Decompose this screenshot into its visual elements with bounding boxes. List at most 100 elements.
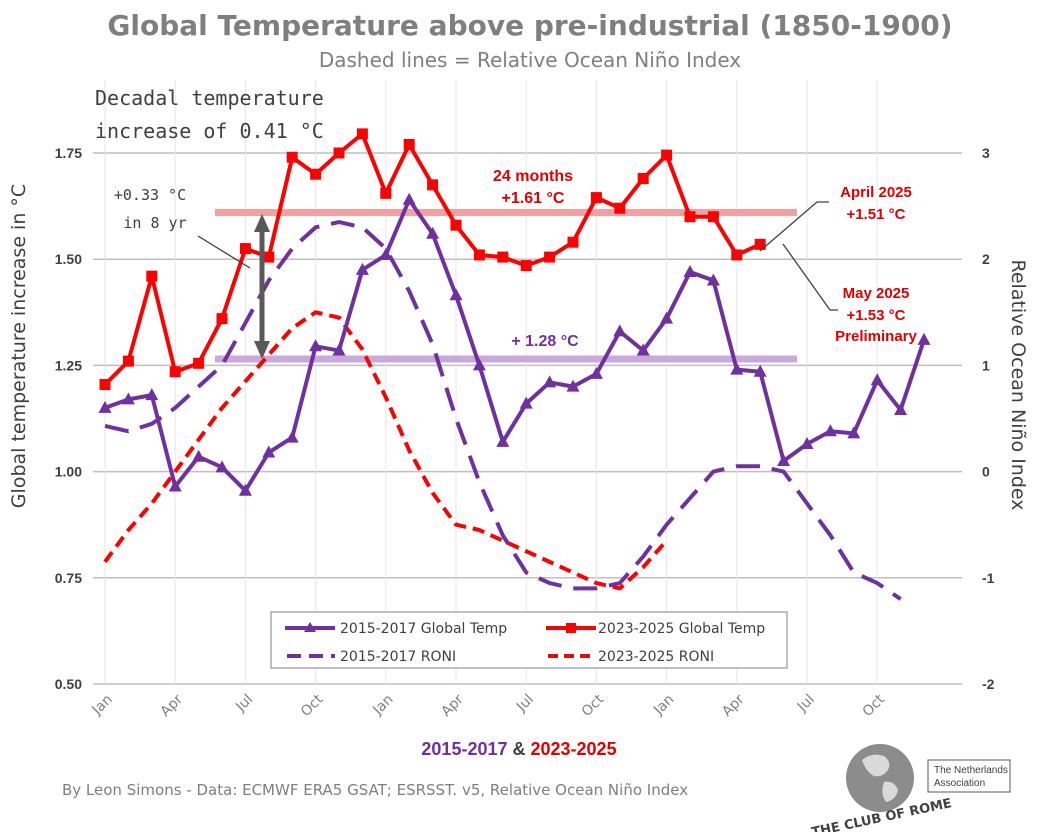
logo-box (927, 759, 1011, 793)
data-point (777, 453, 791, 466)
data-point (731, 249, 743, 261)
data-point (847, 426, 861, 439)
y-tick-label: 1.50 (55, 251, 82, 267)
data-point (472, 358, 486, 371)
x-tick-label: Apr (158, 691, 187, 720)
data-point (99, 379, 111, 391)
legend-marker (566, 623, 576, 633)
y2-axis-ticks: -2 -1 0 1 2 3 (982, 145, 995, 692)
x-tick-label: Jan (650, 692, 677, 719)
vertical-double-arrow (254, 214, 270, 359)
decadal-note-line2: increase of 0.41 °C (95, 119, 324, 143)
april-2025-value: +1.51 °C (847, 206, 906, 223)
club-of-rome-logo: THE CLUB OF ROME The Netherlands Associa… (810, 744, 1011, 832)
april-2025-label: April 2025 (840, 184, 912, 201)
legend-label: 2023-2025 RONI (598, 649, 714, 665)
legend-item-2023-roni: 2023-2025 RONI (548, 649, 714, 665)
x-tick-label: Oct (298, 691, 327, 720)
series-2015-2017-roni (104, 220, 902, 601)
data-point (145, 388, 159, 401)
legend-label: 2015-2017 Global Temp (340, 621, 507, 637)
data-point (402, 192, 416, 205)
globe-icon (846, 744, 914, 812)
data-point (567, 236, 579, 248)
data-point (333, 147, 345, 159)
data-point (753, 364, 767, 377)
series-line (103, 310, 669, 591)
data-point (216, 313, 228, 325)
data-point (613, 324, 627, 337)
x-tick-label: Oct (579, 691, 608, 720)
y2-tick-label: -1 (982, 570, 995, 586)
legend-item-2015-roni: 2015-2017 RONI (287, 649, 456, 665)
logo-box-line1: The Netherlands (934, 765, 1008, 776)
data-point (473, 249, 485, 261)
x-axis-ticks: Jan Apr Jul Oct Jan Apr Jul Oct Jan Apr Jul Oct (89, 691, 889, 720)
data-point (215, 460, 229, 473)
average-bands (215, 208, 797, 363)
data-point (519, 396, 533, 409)
data-point (146, 270, 158, 282)
data-point (684, 211, 696, 223)
caption-series-b: 2023-2025 (531, 739, 617, 759)
eight-year-note-line1: +0.33 °C (114, 186, 186, 204)
legend: 2015-2017 Global Temp 2023-2025 Global T… (270, 611, 788, 669)
data-point (589, 366, 603, 379)
x-tick-label: Jul (232, 692, 256, 716)
data-point (449, 288, 463, 301)
caption-series-a: 2015-2017 (421, 739, 507, 759)
data-point (332, 343, 346, 356)
data-point (590, 192, 602, 204)
decadal-note: Decadal temperature increase of 0.41 °C (95, 86, 324, 143)
data-point (544, 251, 556, 263)
data-point (168, 479, 182, 492)
data-point (707, 211, 719, 223)
y2-tick-label: 1 (982, 357, 990, 373)
data-point (98, 400, 112, 413)
data-point (894, 403, 908, 416)
x-tick-label: Jul (513, 692, 537, 716)
purple-average-label: + 1.28 °C (511, 333, 579, 350)
may-2025-callout: May 2025 +1.53 °C Preliminary (782, 243, 918, 345)
data-point (543, 375, 557, 388)
caption-amp: & (513, 739, 526, 759)
y-tick-label: 0.50 (55, 676, 82, 692)
y-tick-label: 1.25 (55, 357, 82, 373)
legend-label: 2023-2025 Global Temp (598, 621, 765, 637)
legend-label: 2015-2017 RONI (340, 649, 456, 665)
data-point (917, 332, 931, 345)
data-point (310, 168, 322, 180)
data-point (450, 219, 462, 231)
may-2025-value: +1.53 °C (847, 307, 906, 324)
data-point (566, 379, 580, 392)
data-point (379, 247, 393, 260)
data-point (636, 343, 650, 356)
series-layer (98, 128, 931, 601)
x-axis-caption: 2015-2017 & 2023-2025 (421, 739, 616, 759)
y2-tick-label: 0 (982, 464, 990, 480)
series-2023-2025-global-temp (99, 128, 766, 391)
data-point (169, 366, 181, 378)
data-point (800, 436, 814, 449)
data-point (614, 202, 626, 214)
legend-marker (304, 622, 316, 632)
legend-box (270, 611, 788, 669)
decadal-note-line1: Decadal temperature (95, 86, 324, 110)
data-point (309, 339, 323, 352)
data-point (706, 273, 720, 286)
series-2015-2017-global-temp (98, 192, 931, 496)
data-point (426, 226, 440, 239)
x-tick-label: Apr (438, 691, 467, 720)
legend-item-2015-temp: 2015-2017 Global Temp (285, 621, 507, 637)
series-line (104, 220, 902, 601)
may-2025-leader (782, 243, 838, 311)
data-point (661, 149, 673, 161)
x-tick-label: Jul (794, 692, 818, 716)
y-tick-label: 1.75 (55, 145, 82, 161)
data-point (356, 128, 368, 140)
data-point (823, 424, 837, 437)
chart-title: Global Temperature above pre-industrial … (107, 9, 952, 42)
y2-axis-label: Relative Ocean Niño Index (1007, 260, 1029, 511)
data-point (497, 251, 509, 263)
arrow-head-up (254, 214, 270, 232)
